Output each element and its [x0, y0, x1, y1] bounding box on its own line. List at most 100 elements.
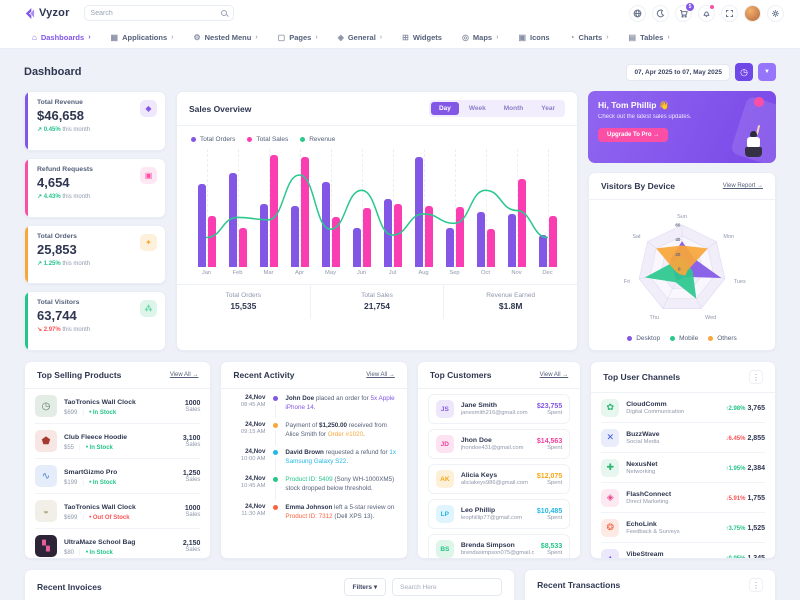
activity-date: 24,Nov: [245, 475, 266, 483]
period-tab[interactable]: Year: [541, 105, 555, 112]
timeline-dot-icon: [272, 477, 278, 483]
nav-item[interactable]: ▦ Applications ›: [103, 30, 182, 45]
product-name: Club Fleece Hoodie: [64, 434, 128, 441]
kebab-menu-icon[interactable]: ⋮: [749, 370, 763, 384]
settings-button[interactable]: [767, 4, 784, 22]
promo-greeting: Hi, Tom Phillip 👋: [598, 100, 670, 110]
period-tabs: Day Week Month Year: [428, 100, 565, 117]
legend-dot: [670, 336, 676, 341]
period-tab[interactable]: Week: [468, 105, 486, 112]
product-sales: 2,150: [182, 539, 201, 547]
view-all-link[interactable]: View All →: [169, 372, 199, 378]
channel-row[interactable]: ▲ VibeStream Content Distribution 0.95%1…: [601, 543, 765, 558]
product-row[interactable]: ∿ SmartGizmo Pro $199|In Stock 1,250 Sal…: [35, 459, 201, 494]
chevron-right-icon: ›: [171, 33, 174, 41]
filters-button[interactable]: Filters ▾: [343, 578, 387, 596]
nav-item[interactable]: ▣ Icons: [510, 30, 557, 45]
legend-item: Mobile: [670, 335, 698, 342]
nav-item[interactable]: ◈ General ›: [330, 30, 390, 45]
nav-item[interactable]: ⌂ Dashboards ›: [24, 30, 99, 45]
product-sales: 1000: [184, 504, 201, 512]
channel-value: 3,765: [747, 405, 765, 412]
stat-label: Total Orders: [37, 232, 77, 240]
notifications-button[interactable]: [698, 4, 715, 22]
chevron-right-icon: ›: [606, 33, 609, 41]
customer-name: Leo Phillip: [460, 507, 496, 514]
clock-icon: ◷: [740, 66, 748, 77]
stat-value: 25,853: [37, 241, 77, 257]
language-button[interactable]: [629, 4, 646, 22]
stat-cards: Total Revenue $46,658 0.45% this month ◆…: [24, 91, 166, 351]
channel-row[interactable]: ✚ NexusNet Networking 1.95%2,384: [601, 453, 765, 483]
activity-item: 24,Nov 10:00 AM David Brown requested a …: [231, 444, 396, 473]
customer-row[interactable]: AK Alicia Keys aliciakeys986@gmail.com $…: [427, 464, 571, 494]
kebab-menu-icon[interactable]: ⋮: [748, 578, 763, 592]
chart-group: [191, 149, 222, 267]
fullscreen-button[interactable]: [721, 4, 738, 22]
activity-item: 24,Nov 08:45 AM John Doe placed an order…: [231, 389, 396, 419]
global-search[interactable]: [83, 5, 234, 21]
channel-logo-icon: ✿: [601, 398, 620, 417]
customer-row[interactable]: JD Jhon Doe jhondoe431@gmail.com $14,563…: [427, 429, 571, 459]
cart-button[interactable]: 5: [675, 2, 694, 22]
upgrade-pro-button[interactable]: Upgrade To Pro →: [598, 128, 669, 142]
bar-total-sales-aug: [424, 205, 433, 267]
view-all-link[interactable]: View All →: [539, 372, 569, 378]
product-sales-label: Sales: [185, 511, 201, 518]
search-input[interactable]: [90, 9, 215, 17]
nav-item[interactable]: ⚙ Nested Menu ›: [185, 30, 265, 45]
nav-item[interactable]: ◎ Maps ›: [454, 30, 507, 45]
recent-transactions-title: Recent Transactions: [537, 580, 621, 590]
customer-row[interactable]: JS Jane Smith janesmith216@gmail.com $23…: [427, 394, 571, 424]
nav-item-icon: ▢: [277, 32, 286, 42]
channel-row[interactable]: ◈ FlashConnect Direct Marketing 5.91%1,7…: [601, 483, 765, 513]
channel-row[interactable]: ❂ EchoLink Feedback & Surveys 3.75%1,525: [601, 513, 765, 543]
stat-delta: 0.45% this month: [37, 126, 156, 133]
nav-item-label: General: [347, 32, 376, 42]
bar-total-sales-dec: [548, 216, 557, 267]
date-range-picker[interactable]: 07, Apr 2025 to 07, May 2025: [626, 63, 730, 81]
filter-button[interactable]: ▼: [758, 63, 776, 81]
channel-name: BuzzWave: [626, 430, 660, 438]
recent-invoices-title: Recent Invoices: [37, 582, 102, 592]
nav-item-icon: ◈: [337, 32, 344, 42]
nav-item[interactable]: ◔ Charts ›: [562, 30, 617, 45]
customer-amount: $10,485: [536, 507, 563, 515]
summary-cell: Total Sales 21,754: [311, 285, 445, 319]
nav-item[interactable]: ▢ Pages ›: [270, 30, 326, 45]
product-row[interactable]: ⬟ Club Fleece Hoodie $55|In Stock 3,100 …: [35, 424, 201, 459]
chevron-right-icon: ›: [496, 33, 499, 41]
period-tab[interactable]: Month: [503, 105, 524, 112]
period-tab[interactable]: Day: [430, 102, 459, 115]
bar-total-sales-sep: [455, 206, 464, 267]
radar-axis-label: Sat: [632, 234, 641, 240]
channel-row[interactable]: ✿ CloudComm Digital Communication 2.98%3…: [601, 393, 765, 423]
view-all-link[interactable]: View All →: [366, 372, 395, 378]
dark-mode-button[interactable]: [652, 4, 669, 22]
product-price: $80: [64, 549, 75, 556]
topbar: Vyzor 5: [0, 0, 800, 26]
view-report-link[interactable]: View Report →: [722, 183, 763, 189]
chart-group: [470, 149, 501, 267]
product-row[interactable]: ◷ TaoTronics Wall Clock $699|In Stock 10…: [35, 389, 201, 424]
history-button[interactable]: ◷: [735, 63, 753, 81]
chart-group: [284, 149, 315, 267]
brand-logo[interactable]: Vyzor: [24, 7, 70, 19]
customer-spent-label: Spent: [547, 479, 563, 486]
user-avatar[interactable]: [744, 4, 761, 22]
product-row[interactable]: ▚ UltraMaze School Bag $80|In Stock 2,15…: [35, 529, 200, 558]
month-tick: Jun: [356, 270, 367, 276]
channel-logo-icon: ▲: [601, 548, 620, 558]
customer-row[interactable]: BS Brenda Simpson brendasimpson075@gmail…: [427, 534, 571, 558]
product-sales-label: Sales: [185, 406, 201, 413]
activity-text: John Doe placed an order for 5x Apple iP…: [285, 394, 395, 411]
nav-item[interactable]: ▤ Tables ›: [621, 30, 678, 45]
nav-item[interactable]: ⊞ Widgets: [394, 30, 450, 45]
channel-row[interactable]: ✕ BuzzWave Social Media 6.45%2,855: [601, 423, 765, 453]
product-row[interactable]: ◒ TaoTronics Wall Clock $699|Out Of Stoc…: [35, 494, 201, 529]
customer-spent-label: Spent: [547, 549, 563, 556]
stat-icon: ▣: [140, 166, 157, 184]
customer-row[interactable]: LP Leo Phillip leophillip77@gmail.com $1…: [427, 499, 571, 529]
invoice-search-input[interactable]: [392, 578, 503, 596]
bar-total-sales-feb: [238, 228, 247, 267]
